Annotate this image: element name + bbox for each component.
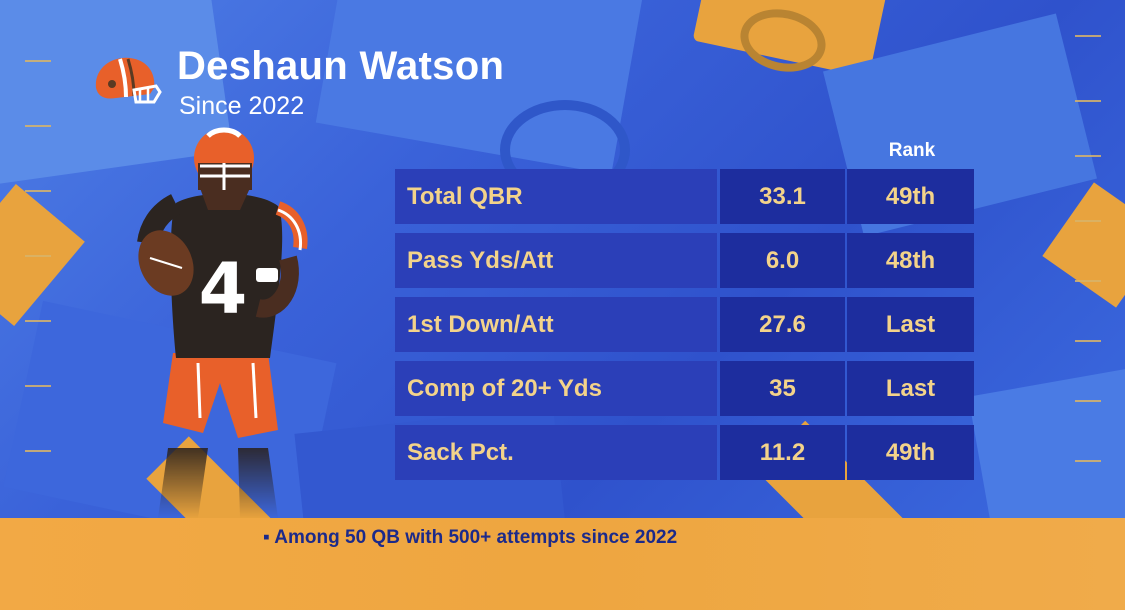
stat-value: 11.2 (720, 425, 845, 480)
stat-rank: Last (847, 297, 974, 352)
footer-bar (0, 518, 1125, 610)
stat-value: 33.1 (720, 169, 845, 224)
stat-rank: 48th (847, 233, 974, 288)
time-period-subtitle: Since 2022 (179, 92, 305, 120)
rank-column-header: Rank (888, 140, 936, 161)
table-row: 1st Down/Att 27.6 Last (395, 297, 974, 352)
player-name: Deshaun Watson (177, 44, 505, 88)
jersey-number: 4 (199, 248, 248, 330)
stat-value: 27.6 (720, 297, 845, 352)
stat-label: Total QBR (395, 169, 717, 224)
table-row: Comp of 20+ Yds 35 Last (395, 361, 974, 416)
stat-label: Pass Yds/Att (395, 233, 717, 288)
table-row: Pass Yds/Att 6.0 48th (395, 233, 974, 288)
stat-rank: 49th (847, 425, 974, 480)
stat-label: 1st Down/Att (395, 297, 717, 352)
stat-rank: Last (847, 361, 974, 416)
table-row: Sack Pct. 11.2 49th (395, 425, 974, 480)
stat-value: 35 (720, 361, 845, 416)
stat-rank: 49th (847, 169, 974, 224)
browns-helmet-icon (95, 57, 162, 104)
stats-table: Total QBR 33.1 49th Pass Yds/Att 6.0 48t… (395, 169, 974, 489)
stat-label: Sack Pct. (395, 425, 717, 480)
stat-label: Comp of 20+ Yds (395, 361, 717, 416)
stat-value: 6.0 (720, 233, 845, 288)
quarterback-player-image: 4 (137, 127, 308, 518)
table-row: Total QBR 33.1 49th (395, 169, 974, 224)
footnote: ▪ Among 50 QB with 500+ attempts since 2… (263, 527, 678, 548)
